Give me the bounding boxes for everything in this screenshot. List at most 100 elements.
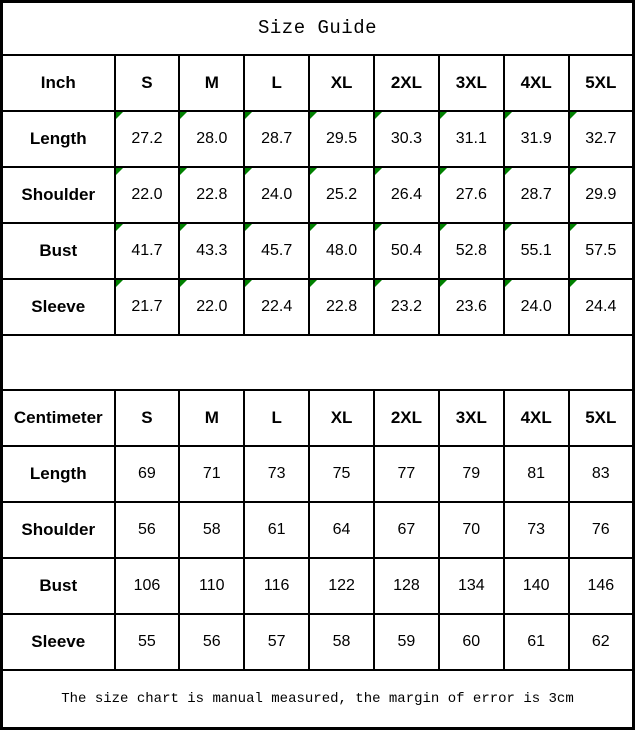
measurement-value-cell: 41.7 (113, 221, 181, 280)
green-corner-flag-icon (246, 168, 253, 175)
unit-header-cell: Centimeter (0, 388, 116, 447)
measurement-value-cell: 22.8 (308, 277, 375, 336)
measurement-value: 61 (267, 520, 286, 538)
measurement-value: 79 (462, 464, 481, 482)
measurement-value-cell: 43.3 (178, 221, 246, 280)
spacer-row (0, 333, 635, 391)
green-corner-flag-icon (505, 168, 512, 175)
measurement-value: 60 (462, 632, 481, 650)
measurement-value: 106 (133, 576, 161, 594)
measurement-row: Shoulder 56 58 61 64 67 70 73 76 (0, 500, 635, 559)
measurement-value-cell: 22.8 (178, 165, 246, 224)
green-corner-flag-icon (440, 112, 447, 119)
measurement-value: 69 (138, 464, 156, 482)
measurement-label-cell: Bust (0, 556, 116, 615)
measurement-value-cell: 58 (308, 612, 375, 671)
measurement-value: 140 (522, 576, 550, 594)
measurement-value: 22.8 (196, 185, 228, 203)
green-corner-flag-icon (181, 224, 188, 231)
green-corner-flag-icon (181, 168, 188, 175)
measurement-value-cell: 81 (502, 444, 570, 503)
measurement-value: 24.0 (520, 297, 552, 315)
green-corner-flag-icon (311, 112, 318, 119)
measurement-row: Length 27.2 28.0 28.7 29.5 30.3 31.1 31.9 32.7 (0, 109, 635, 168)
measurement-value: 57.5 (585, 241, 617, 259)
measurement-row: Bust 106 110 116 122 128 134 140 146 (0, 556, 635, 615)
measurement-value: 67 (397, 520, 416, 538)
measurement-value-cell: 24.0 (243, 165, 311, 224)
measurement-value: 24.0 (261, 185, 293, 203)
measurement-value-cell: 83 (567, 444, 635, 503)
unit-header-cell: Inch (0, 53, 116, 112)
green-corner-flag-icon (375, 224, 382, 231)
size-header-cell: L (243, 53, 311, 112)
green-corner-flag-icon (246, 112, 253, 119)
measurement-value: 58 (332, 632, 351, 650)
measurement-value: 45.7 (261, 241, 293, 259)
measurement-value-cell: 27.2 (113, 109, 181, 168)
size-header-cell: 5XL (567, 388, 635, 447)
measurement-value-cell: 59 (373, 612, 440, 671)
size-header-cell: S (113, 388, 181, 447)
size-header-cell: L (243, 388, 311, 447)
green-corner-flag-icon (570, 168, 577, 175)
measurement-row: Shoulder 22.0 22.8 24.0 25.2 26.4 27.6 28.7 29.9 (0, 165, 635, 224)
spacer-cell (0, 333, 635, 391)
page-title: Size Guide (0, 0, 635, 56)
measurement-value-cell: 128 (373, 556, 440, 615)
green-corner-flag-icon (505, 112, 512, 119)
measurement-value: 61 (527, 632, 546, 650)
green-corner-flag-icon (570, 280, 577, 287)
measurement-value-cell: 28.7 (243, 109, 311, 168)
size-header-cell: XL (308, 53, 375, 112)
measurement-value-cell: 134 (437, 556, 505, 615)
measurement-value: 43.3 (196, 241, 228, 259)
measurement-value: 29.9 (585, 185, 617, 203)
measurement-value-cell: 23.6 (437, 277, 505, 336)
measurement-value: 58 (202, 520, 221, 538)
size-header-cell: 2XL (373, 53, 440, 112)
size-header-cell: XL (308, 388, 375, 447)
measurement-value-cell: 56 (113, 500, 181, 559)
measurement-value-cell: 70 (437, 500, 505, 559)
measurement-row: Sleeve 55 56 57 58 59 60 61 62 (0, 612, 635, 671)
measurement-value: 70 (462, 520, 481, 538)
measurement-value-cell: 26.4 (373, 165, 440, 224)
measurement-value-cell: 57 (243, 612, 311, 671)
measurement-value-cell: 32.7 (567, 109, 635, 168)
measurement-value-cell: 23.2 (373, 277, 440, 336)
measurement-value: 22.0 (131, 185, 163, 203)
measurement-value-cell: 50.4 (373, 221, 440, 280)
measurement-value: 32.7 (585, 129, 617, 147)
measurement-value: 28.0 (196, 129, 228, 147)
measurement-value: 57 (267, 632, 286, 650)
measurement-value-cell: 24.4 (567, 277, 635, 336)
size-header-cell: 3XL (437, 388, 505, 447)
measurement-value-cell: 62 (567, 612, 635, 671)
measurement-value: 83 (591, 464, 610, 482)
measurement-label-cell: Sleeve (0, 277, 116, 336)
measurement-value: 62 (591, 632, 610, 650)
footer-note: The size chart is manual measured, the m… (0, 668, 635, 730)
size-header-cell: M (178, 53, 246, 112)
green-corner-flag-icon (181, 280, 188, 287)
green-corner-flag-icon (311, 280, 318, 287)
green-corner-flag-icon (116, 224, 123, 231)
measurement-value-cell: 56 (178, 612, 246, 671)
measurement-value-cell: 122 (308, 556, 375, 615)
measurement-value: 27.2 (131, 129, 163, 147)
measurement-value-cell: 146 (567, 556, 635, 615)
measurement-value: 28.7 (261, 129, 293, 147)
measurement-value-cell: 22.0 (113, 165, 181, 224)
measurement-value: 81 (527, 464, 546, 482)
measurement-value: 50.4 (390, 241, 422, 259)
measurement-value: 122 (328, 576, 355, 594)
measurement-row: Bust 41.7 43.3 45.7 48.0 50.4 52.8 55.1 57.5 (0, 221, 635, 280)
measurement-value-cell: 116 (243, 556, 311, 615)
measurement-value-cell: 45.7 (243, 221, 311, 280)
size-header-cell: 2XL (373, 388, 440, 447)
size-header-cell: 3XL (437, 53, 505, 112)
size-header-cell: 4XL (502, 53, 570, 112)
measurement-value: 21.7 (131, 297, 163, 315)
measurement-value: 71 (202, 464, 221, 482)
